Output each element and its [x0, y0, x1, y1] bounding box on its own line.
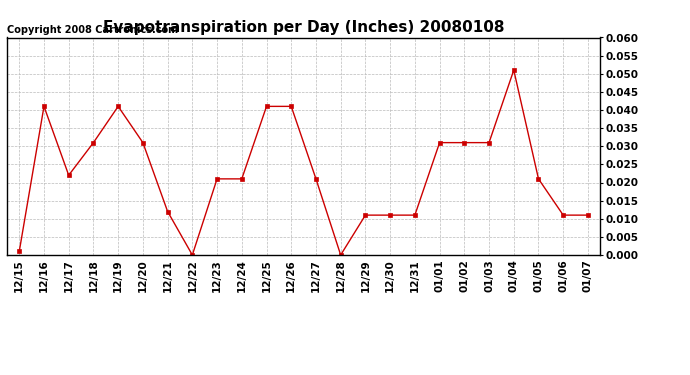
Title: Evapotranspiration per Day (Inches) 20080108: Evapotranspiration per Day (Inches) 2008…: [103, 20, 504, 35]
Text: Copyright 2008 Cartronics.com: Copyright 2008 Cartronics.com: [7, 26, 178, 35]
